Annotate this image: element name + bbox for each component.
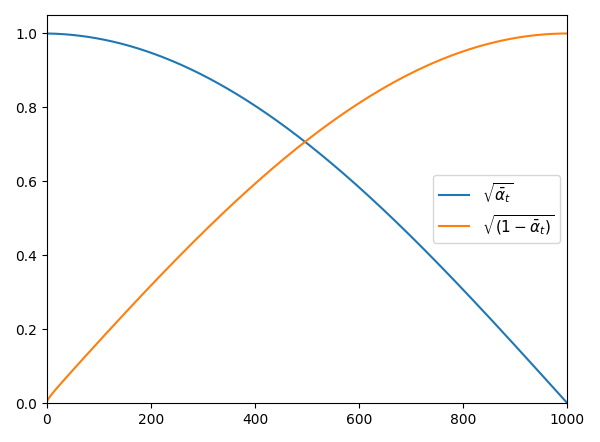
Legend: $\sqrt{\bar{\alpha}_t}$, $\sqrt{(1 - \bar{\alpha}_t)}$: $\sqrt{\bar{\alpha}_t}$, $\sqrt{(1 - \ba… bbox=[433, 175, 560, 243]
$\sqrt{(1 - \bar{\alpha}_t)}$ bbox=[449, 53, 456, 58]
$\sqrt{(1 - \bar{\alpha}_t)}$ bbox=[468, 46, 475, 51]
Line: $\sqrt{(1 - \bar{\alpha}_t)}$: $\sqrt{(1 - \bar{\alpha}_t)}$ bbox=[47, 34, 568, 403]
$\sqrt{\bar{\alpha}_t}$ bbox=[564, 400, 571, 406]
$\sqrt{(1 - \bar{\alpha}_t)}$ bbox=[564, 31, 571, 36]
$\sqrt{\bar{\alpha}_t}$ bbox=[538, 373, 545, 378]
$\sqrt{(1 - \bar{\alpha}_t)}$ bbox=[43, 400, 50, 406]
$\sqrt{\bar{\alpha}_t}$ bbox=[75, 33, 82, 38]
$\sqrt{\bar{\alpha}_t}$ bbox=[449, 276, 456, 281]
$\sqrt{\bar{\alpha}_t}$ bbox=[503, 334, 511, 339]
$\sqrt{\bar{\alpha}_t}$ bbox=[149, 51, 156, 56]
$\sqrt{(1 - \bar{\alpha}_t)}$ bbox=[538, 32, 545, 37]
$\sqrt{(1 - \bar{\alpha}_t)}$ bbox=[503, 37, 511, 42]
$\sqrt{(1 - \bar{\alpha}_t)}$ bbox=[75, 361, 82, 366]
$\sqrt{(1 - \bar{\alpha}_t)}$ bbox=[149, 281, 156, 286]
$\sqrt{\bar{\alpha}_t}$ bbox=[468, 296, 475, 301]
Line: $\sqrt{\bar{\alpha}_t}$: $\sqrt{\bar{\alpha}_t}$ bbox=[47, 34, 568, 403]
$\sqrt{\bar{\alpha}_t}$ bbox=[43, 31, 50, 36]
